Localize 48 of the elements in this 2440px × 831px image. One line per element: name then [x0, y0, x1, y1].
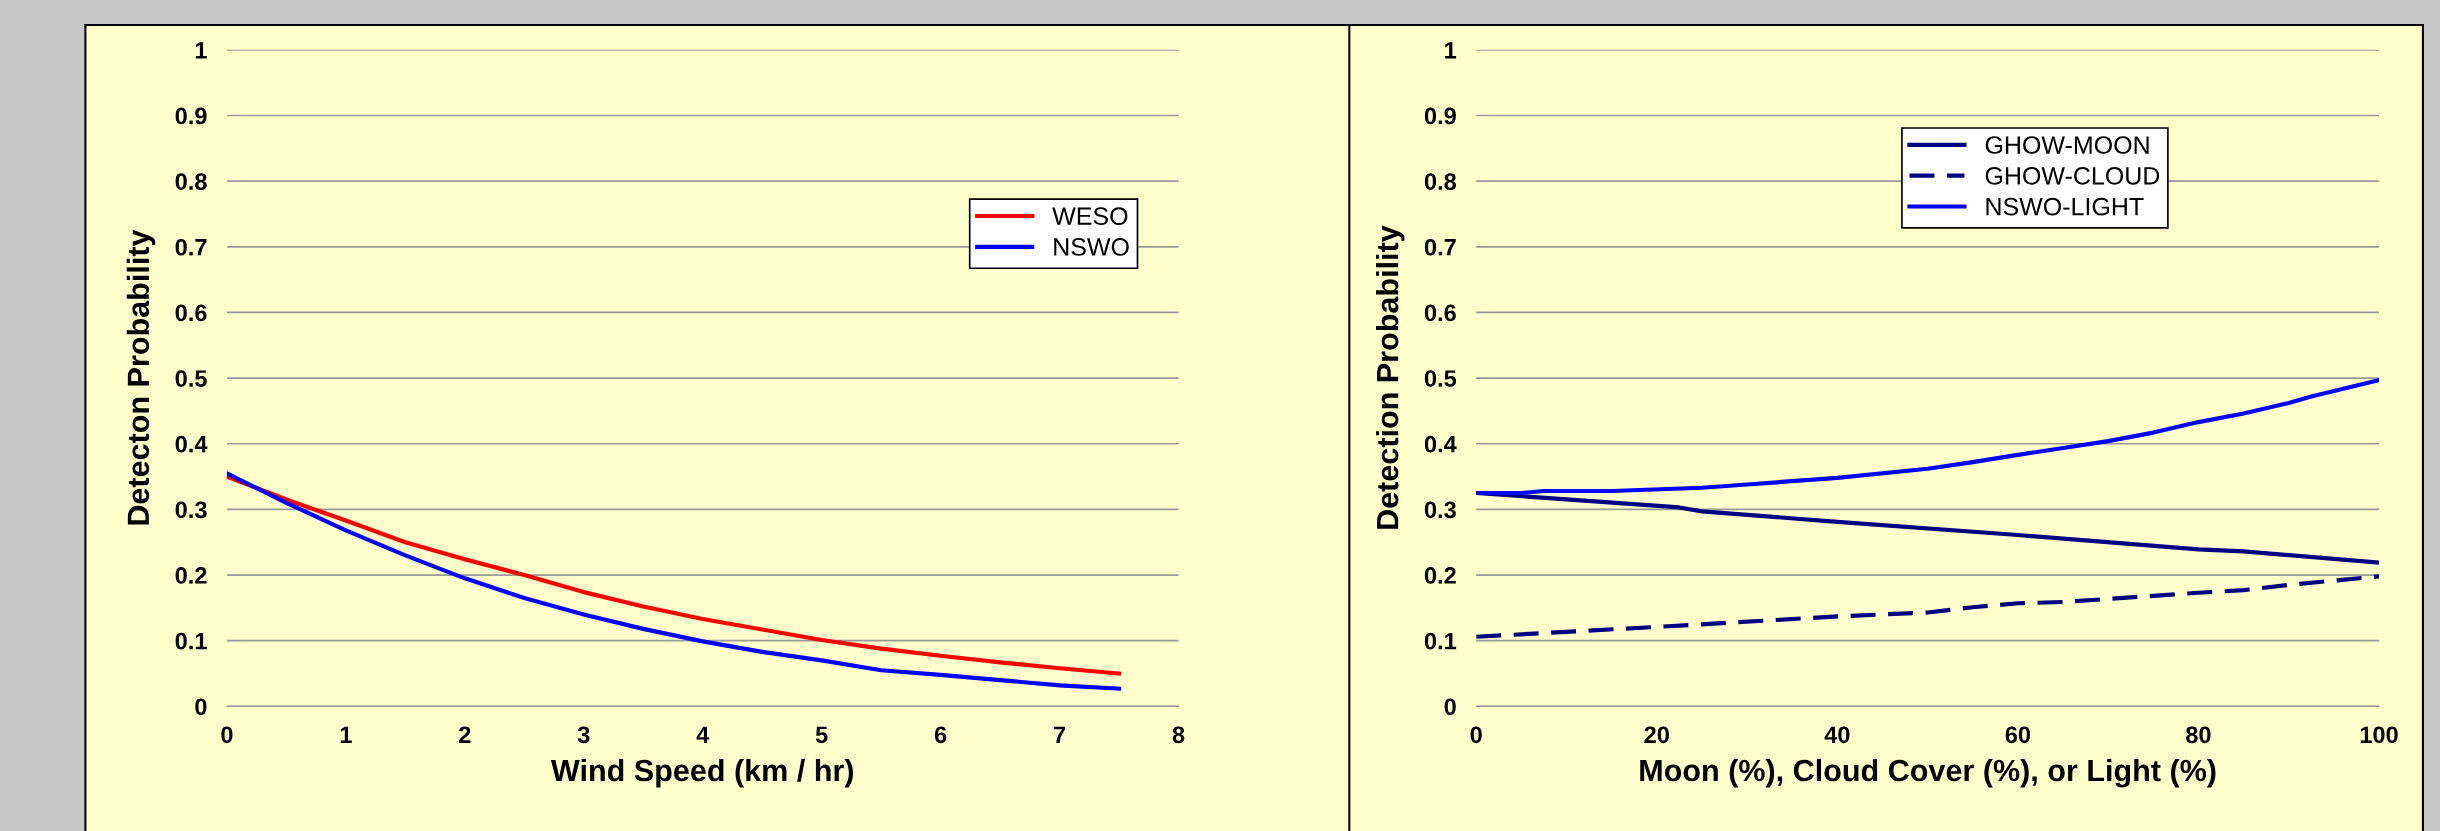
y-tick-label: 0.2: [1424, 567, 1456, 584]
y-tick-label: 1: [195, 42, 207, 59]
x-tick-label: 4: [696, 726, 710, 743]
y-tick-label: 0: [1444, 698, 1456, 716]
y-tick-label: 0.9: [175, 107, 207, 125]
y-tick-label: 0.3: [1424, 501, 1456, 519]
x-tick-label: 60: [2005, 726, 2031, 744]
x-tick-label: 1: [340, 726, 352, 743]
x-tick-label: 6: [934, 726, 947, 744]
y-axis-title: Detecton Probability: [126, 229, 156, 525]
legend-label: NSWO: [1054, 238, 1129, 256]
y-tick-label: 0.8: [175, 173, 207, 190]
x-tick-label: 8: [1172, 726, 1185, 744]
line-series: [1476, 377, 2379, 496]
y-tick-label: 0.9: [1424, 107, 1456, 125]
y-tick-label: 0.1: [175, 632, 207, 650]
x-tick-label: 80: [2186, 726, 2211, 744]
y-tick-label: 0.6: [1424, 304, 1456, 322]
y-tick-label: 0.7: [1424, 238, 1456, 256]
y-tick-label: 0.4: [175, 435, 208, 453]
legend-label: NSWO-LIGHT: [1986, 197, 2144, 216]
y-tick-label: 1: [1445, 42, 1457, 59]
x-tick-label: 7: [1054, 726, 1066, 743]
y-tick-label: 0.6: [175, 304, 207, 322]
x-tick-label: 2: [459, 726, 471, 743]
y-axis-title: Detection Probability: [1376, 225, 1405, 529]
legend-label: GHOW-CLOUD: [1985, 166, 2160, 185]
y-tick-label: 0.3: [175, 501, 207, 519]
x-axis-title: Moon (%), Cloud Cover (%), or Light (%): [1640, 758, 2216, 788]
y-tick-label: 0.5: [175, 370, 207, 387]
y-tick-label: 0: [195, 698, 207, 716]
y-tick-label: 0.4: [1424, 435, 1457, 453]
legend-label: WESO: [1052, 207, 1128, 225]
x-tick-label: 5: [815, 726, 828, 744]
x-tick-label: 20: [1644, 726, 1669, 744]
x-axis-title: Wind Speed (km / hr): [550, 758, 854, 788]
x-tick-label: 0: [221, 726, 233, 744]
y-tick-label: 0.7: [175, 238, 207, 256]
y-tick-label: 0.5: [1424, 370, 1457, 387]
y-tick-label: 0.8: [1424, 173, 1457, 190]
legend-label: GHOW-MOON: [1985, 136, 2149, 154]
y-tick-label: 0.2: [175, 567, 207, 584]
y-tick-label: 0.1: [1424, 632, 1457, 650]
line-series: [1476, 574, 2379, 639]
x-tick-label: 100: [2360, 726, 2398, 744]
x-tick-label: 3: [577, 726, 590, 744]
x-tick-label: 0: [1470, 726, 1482, 744]
x-tick-label: 40: [1824, 726, 1850, 744]
